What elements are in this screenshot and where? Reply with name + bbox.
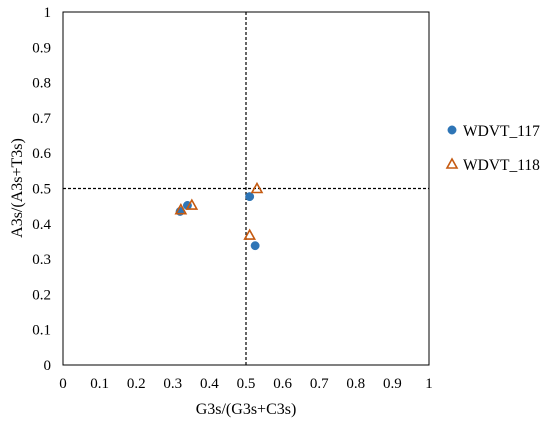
- y-tick-label: 1: [44, 5, 52, 21]
- x-tick-label: 0.5: [237, 376, 256, 392]
- y-tick-label: 0.5: [32, 182, 51, 198]
- legend-label: WDVT_117: [463, 123, 540, 140]
- y-tick-label: 0.8: [32, 76, 51, 92]
- y-tick-label: 0.3: [32, 252, 51, 268]
- y-tick-label: 0: [44, 358, 52, 374]
- data-point-wdvt-118: [243, 228, 257, 240]
- x-axis-label: G3s/(G3s+C3s): [196, 401, 297, 418]
- x-tick-label: 0.3: [163, 376, 182, 392]
- y-tick-label: 0.1: [32, 323, 51, 339]
- legend-marker: [447, 125, 457, 135]
- y-tick-label: 0.7: [32, 111, 51, 127]
- data-point-wdvt-118: [185, 198, 199, 210]
- x-tick-label: 0.8: [346, 376, 365, 392]
- data-point-wdvt-118: [174, 203, 188, 215]
- data-point-wdvt-117: [245, 192, 255, 202]
- y-tick-label: 0.6: [32, 146, 51, 162]
- y-tick-label: 0.9: [32, 40, 51, 56]
- x-tick-label: 0: [59, 376, 67, 392]
- y-tick-label: 0.4: [32, 217, 51, 233]
- legend: WDVT_117 WDVT_118: [445, 123, 540, 174]
- data-point-wdvt-118: [250, 181, 264, 194]
- x-tick-label: 0.1: [90, 376, 109, 392]
- x-tick-label: 0.2: [127, 376, 146, 392]
- legend-label: WDVT_118: [463, 157, 540, 174]
- x-tick-label: 0.4: [200, 376, 219, 392]
- data-points: [174, 181, 264, 251]
- tick-labels: 0 0.1 0.2 0.3 0.4 0.5 0.6 0.7 0.8 0.9 1 0 0.1 0.2 0.3 0…: [32, 5, 433, 392]
- reference-lines: [63, 12, 429, 365]
- x-tick-label: 1: [425, 376, 433, 392]
- x-tick-label: 0.6: [273, 376, 292, 392]
- x-tick-label: 0.9: [383, 376, 402, 392]
- data-point-wdvt-117: [250, 241, 260, 251]
- x-tick-label: 0.7: [310, 376, 329, 392]
- y-axis-label: A3s/(A3s+T3s): [9, 138, 26, 238]
- y-tick-label: 0.2: [32, 287, 51, 303]
- legend-marker: [445, 157, 459, 169]
